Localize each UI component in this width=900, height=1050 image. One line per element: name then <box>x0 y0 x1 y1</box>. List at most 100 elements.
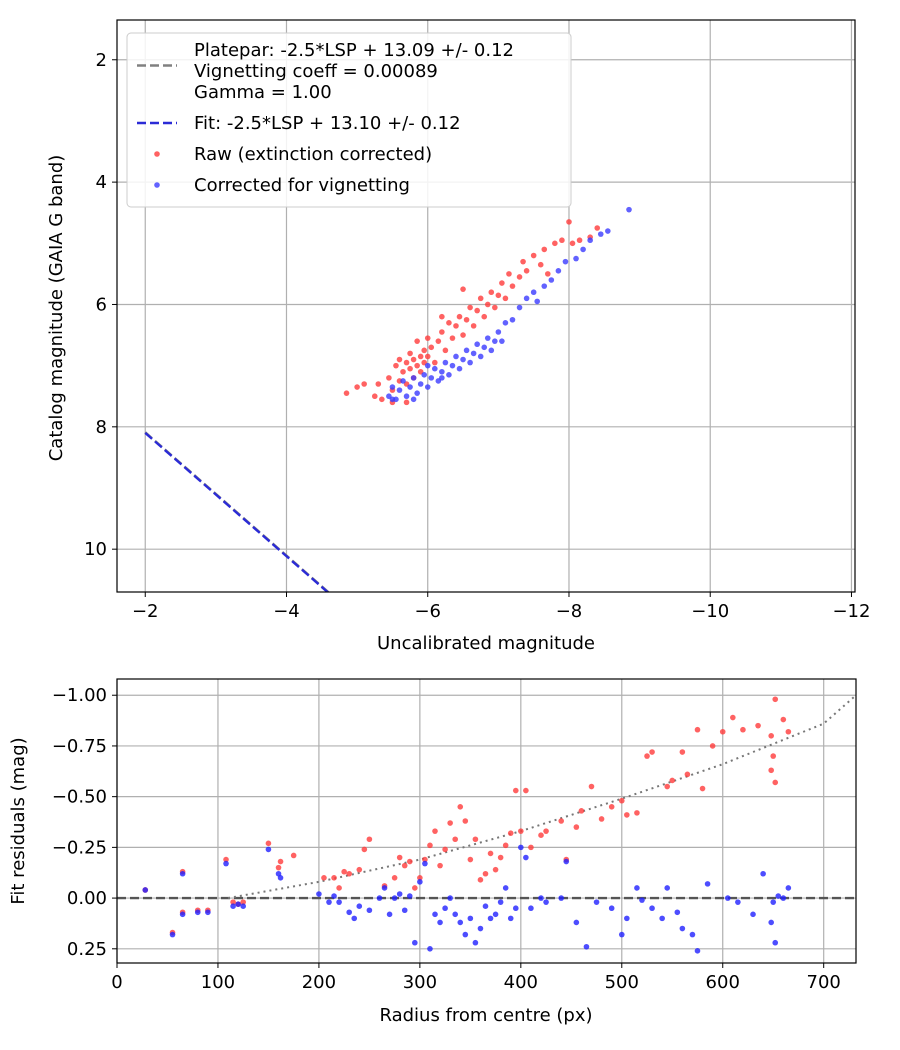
top-y-tick-label: 2 <box>96 50 107 71</box>
bottom-point-series-1 <box>412 939 418 946</box>
bottom-point-series-1 <box>608 905 615 912</box>
bottom-point-series-0 <box>740 726 746 733</box>
bottom-point-series-0 <box>462 818 469 824</box>
bottom-point-series-0 <box>275 864 282 871</box>
top-point-series-1 <box>446 372 452 378</box>
top-point-series-0 <box>414 338 420 344</box>
top-point-series-0 <box>499 280 505 286</box>
bottom-point-series-1 <box>265 846 272 853</box>
bottom-y-tick-label: −0.75 <box>52 736 107 757</box>
top-point-series-1 <box>530 289 537 296</box>
top-point-series-1 <box>414 390 420 396</box>
bottom-point-series-0 <box>634 810 640 816</box>
top-point-series-0 <box>453 323 459 329</box>
top-point-series-1 <box>407 384 413 390</box>
bottom-point-series-0 <box>487 850 494 857</box>
top-point-series-0 <box>506 271 512 277</box>
bottom-y-axis-label: Fit residuals (mag) <box>8 737 29 904</box>
top-point-series-1 <box>456 365 463 372</box>
bottom-x-axis-label: Radius from centre (px) <box>379 1005 592 1026</box>
bottom-point-series-1 <box>401 907 408 914</box>
bottom-point-series-0 <box>477 877 484 883</box>
top-point-series-0 <box>530 252 537 259</box>
top-point-series-0 <box>354 384 360 390</box>
bottom-point-series-0 <box>664 783 671 790</box>
bottom-point-series-1 <box>487 915 494 922</box>
top-point-series-0 <box>470 323 477 329</box>
bottom-point-series-0 <box>417 875 423 881</box>
top-y-tick-label: 8 <box>96 417 107 438</box>
bottom-point-series-0 <box>432 828 438 834</box>
bottom-point-series-0 <box>492 866 499 873</box>
bottom-point-series-0 <box>427 842 433 849</box>
bottom-point-series-0 <box>694 726 701 733</box>
top-point-series-0 <box>375 381 382 387</box>
bottom-point-series-1 <box>482 903 489 909</box>
bottom-x-tick-label: 600 <box>706 972 740 993</box>
bottom-point-series-0 <box>598 816 605 822</box>
top-plot-frame <box>116 19 856 593</box>
top-point-series-0 <box>386 375 392 381</box>
bottom-point-series-0 <box>709 743 716 749</box>
bottom-point-series-1 <box>780 895 787 901</box>
top-point-series-0 <box>379 396 385 403</box>
bottom-scatter-series <box>142 696 792 954</box>
top-point-series-0 <box>424 353 431 360</box>
top-point-series-1 <box>428 375 435 381</box>
bottom-point-series-0 <box>412 885 418 891</box>
top-point-series-1 <box>502 320 509 326</box>
bottom-point-series-1 <box>381 885 388 891</box>
top-point-series-1 <box>417 381 424 387</box>
top-point-series-0 <box>509 283 516 289</box>
bottom-point-series-0 <box>512 787 519 794</box>
top-point-series-1 <box>453 353 459 360</box>
bottom-point-series-0 <box>573 824 580 830</box>
bottom-point-series-1 <box>277 875 284 881</box>
bottom-point-series-0 <box>240 899 246 905</box>
top-y-tick-label: 10 <box>84 539 107 560</box>
bottom-point-series-1 <box>194 909 201 916</box>
top-point-series-0 <box>520 258 526 265</box>
top-point-series-0 <box>424 335 431 341</box>
bottom-point-series-0 <box>772 779 779 786</box>
bottom-point-series-1 <box>523 854 529 861</box>
top-point-series-1 <box>439 368 445 375</box>
bottom-point-series-0 <box>578 808 585 814</box>
top-line-1 <box>144 432 330 592</box>
top-x-tick-label: −2 <box>132 601 159 622</box>
bottom-x-tick-label: 300 <box>403 972 437 993</box>
top-point-series-0 <box>442 347 449 354</box>
bottom-point-series-1 <box>659 915 665 922</box>
bottom-point-series-1 <box>563 858 570 865</box>
bottom-point-series-0 <box>366 836 373 843</box>
top-point-series-0 <box>523 268 530 274</box>
top-point-series-1 <box>509 316 516 323</box>
top-x-tick-label: −4 <box>273 601 300 622</box>
bottom-point-series-1 <box>750 911 756 918</box>
bottom-point-series-0 <box>437 862 443 869</box>
bottom-point-series-0 <box>780 716 787 723</box>
bottom-point-series-0 <box>624 812 630 818</box>
bottom-y-tick-label: −0.25 <box>52 837 107 858</box>
top-point-series-0 <box>439 329 445 335</box>
bottom-point-series-1 <box>356 903 363 909</box>
bottom-point-series-1 <box>316 891 322 897</box>
bottom-point-series-0 <box>341 868 347 875</box>
top-point-series-1 <box>484 335 491 341</box>
bottom-plot-frame <box>116 678 857 964</box>
top-point-series-1 <box>597 231 604 237</box>
bottom-point-series-0 <box>472 836 479 843</box>
top-point-series-0 <box>393 362 399 369</box>
top-point-series-0 <box>537 261 544 268</box>
top-point-series-0 <box>407 365 413 372</box>
top-point-series-1 <box>421 372 428 378</box>
bottom-point-series-0 <box>321 875 327 881</box>
top-point-series-0 <box>569 240 576 247</box>
bottom-point-series-0 <box>768 767 774 774</box>
top-point-series-0 <box>407 350 413 357</box>
top-point-series-1 <box>541 283 548 289</box>
top-point-series-0 <box>403 399 410 406</box>
catalog-vs-uncalibrated-plot: −2 −4 −6 −8 −10 −12 2 4 6 8 10 Uncalibrated magnit… <box>46 19 870 654</box>
top-point-series-0 <box>488 289 495 296</box>
legend-marker-2 <box>154 151 160 157</box>
